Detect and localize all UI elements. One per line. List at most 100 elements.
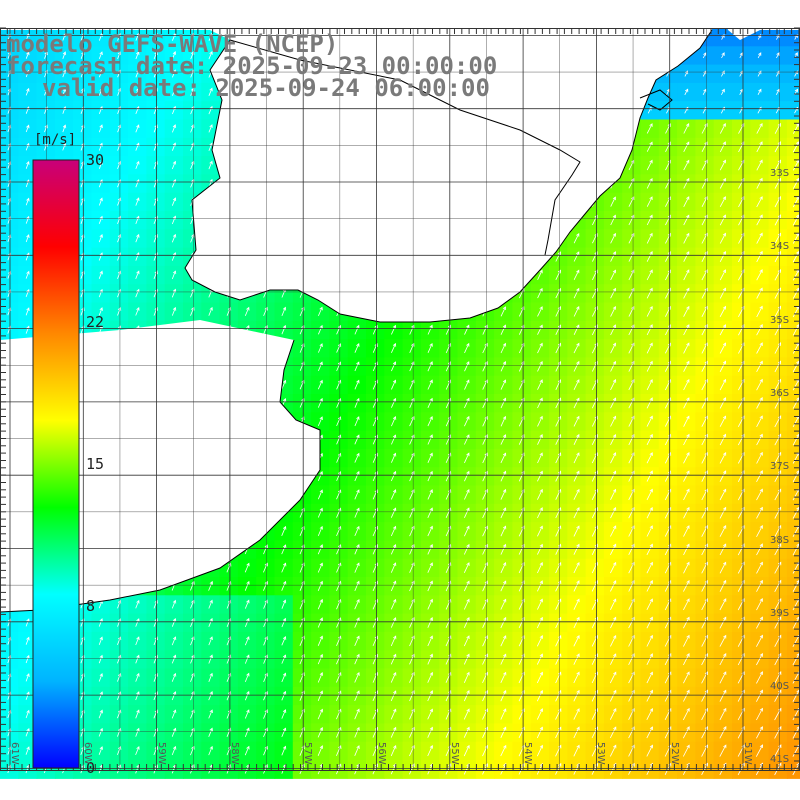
wind-cell xyxy=(658,247,678,267)
colorbar-unit: [m/s] xyxy=(34,132,77,148)
wind-cell xyxy=(677,302,696,322)
wind-cell xyxy=(786,339,800,358)
wind-cell xyxy=(494,448,513,468)
wind-cell xyxy=(585,211,605,230)
wind-cell xyxy=(640,211,660,230)
wind-cell xyxy=(713,650,733,670)
wind-cell xyxy=(530,320,550,340)
wind-cell xyxy=(658,211,678,230)
wind-cell xyxy=(786,211,800,230)
wind-cell xyxy=(658,229,678,249)
wind-cell xyxy=(732,320,751,340)
wind-cell xyxy=(603,467,623,487)
wind-cell xyxy=(677,558,696,578)
wind-cell xyxy=(750,412,770,432)
wind-cell xyxy=(677,705,696,724)
wind-cell xyxy=(603,430,623,450)
wind-cell xyxy=(603,686,623,706)
wind-cell xyxy=(713,101,733,121)
wind-cell xyxy=(658,540,678,560)
wind-cell xyxy=(750,119,770,139)
wind-cell xyxy=(732,192,751,212)
wind-cell xyxy=(768,760,788,779)
wind-cell xyxy=(732,577,751,596)
wind-cell xyxy=(640,192,660,212)
wind-cell xyxy=(713,229,733,249)
wind-cell xyxy=(768,82,788,102)
wind-cell xyxy=(512,668,532,688)
wind-cell xyxy=(786,64,800,84)
wind-cell xyxy=(786,705,800,724)
wind-cell xyxy=(713,558,733,578)
wind-cell xyxy=(695,467,715,487)
wind-cell xyxy=(658,394,678,413)
wind-cell xyxy=(677,686,696,706)
wind-cell xyxy=(695,101,715,121)
wind-cell xyxy=(658,339,678,358)
wind-cell xyxy=(750,705,770,724)
wind-cell xyxy=(549,613,568,633)
wind-cell xyxy=(640,119,660,139)
wind-cell xyxy=(732,229,751,249)
wind-cell xyxy=(512,394,532,413)
latitude-label: 40S xyxy=(770,681,790,693)
wind-cell xyxy=(750,375,770,395)
wind-cell xyxy=(585,412,605,432)
wind-cell xyxy=(713,613,733,633)
wind-cell xyxy=(658,430,678,450)
wind-cell xyxy=(768,503,788,523)
wind-cell xyxy=(713,577,733,596)
wind-cell xyxy=(585,302,605,322)
wind-cell xyxy=(622,265,642,285)
wind-cell xyxy=(530,540,550,560)
wind-cell xyxy=(695,265,715,285)
wind-cell xyxy=(658,156,678,175)
wind-cell xyxy=(695,686,715,706)
wind-cell xyxy=(530,503,550,523)
wind-cell xyxy=(567,631,587,651)
wind-cell xyxy=(677,650,696,670)
wind-cell xyxy=(530,357,550,377)
wind-cell xyxy=(695,339,715,358)
wind-cell xyxy=(530,522,550,541)
wind-cell xyxy=(549,741,568,761)
longitude-label: 54W xyxy=(522,742,534,765)
wind-cell xyxy=(695,668,715,688)
wind-cell xyxy=(695,357,715,377)
wind-cell xyxy=(732,339,751,358)
wind-cell xyxy=(603,631,623,651)
wind-cell xyxy=(750,265,770,285)
longitude-label: 51W xyxy=(742,742,753,765)
wind-cell xyxy=(622,320,642,340)
wind-cell xyxy=(549,302,568,322)
wind-cell xyxy=(713,192,733,212)
wind-cell xyxy=(585,705,605,724)
wind-cell xyxy=(658,101,678,121)
wind-cell xyxy=(658,760,678,779)
wind-cell xyxy=(695,119,715,139)
wind-cell xyxy=(695,631,715,651)
wind-cell xyxy=(658,613,678,633)
wind-cell xyxy=(750,247,770,267)
latitude-label: 41S xyxy=(770,754,790,766)
wind-cell xyxy=(603,357,623,377)
wind-cell xyxy=(786,82,800,102)
wind-cell xyxy=(732,668,751,688)
wind-cell xyxy=(732,430,751,450)
wind-cell xyxy=(622,192,642,212)
wind-cell xyxy=(585,631,605,651)
wind-cell xyxy=(494,595,513,615)
wind-cell xyxy=(603,265,623,285)
wind-cell xyxy=(732,650,751,670)
wind-cell xyxy=(640,631,660,651)
wind-cell xyxy=(640,741,660,761)
wind-cell xyxy=(677,192,696,212)
wind-cell xyxy=(732,723,751,743)
wind-cell xyxy=(786,631,800,651)
wind-cell xyxy=(549,430,568,450)
wind-cell xyxy=(750,650,770,670)
wind-cell xyxy=(603,284,623,304)
wind-cell xyxy=(713,412,733,432)
wind-cell xyxy=(603,741,623,761)
wind-cell xyxy=(622,448,642,468)
